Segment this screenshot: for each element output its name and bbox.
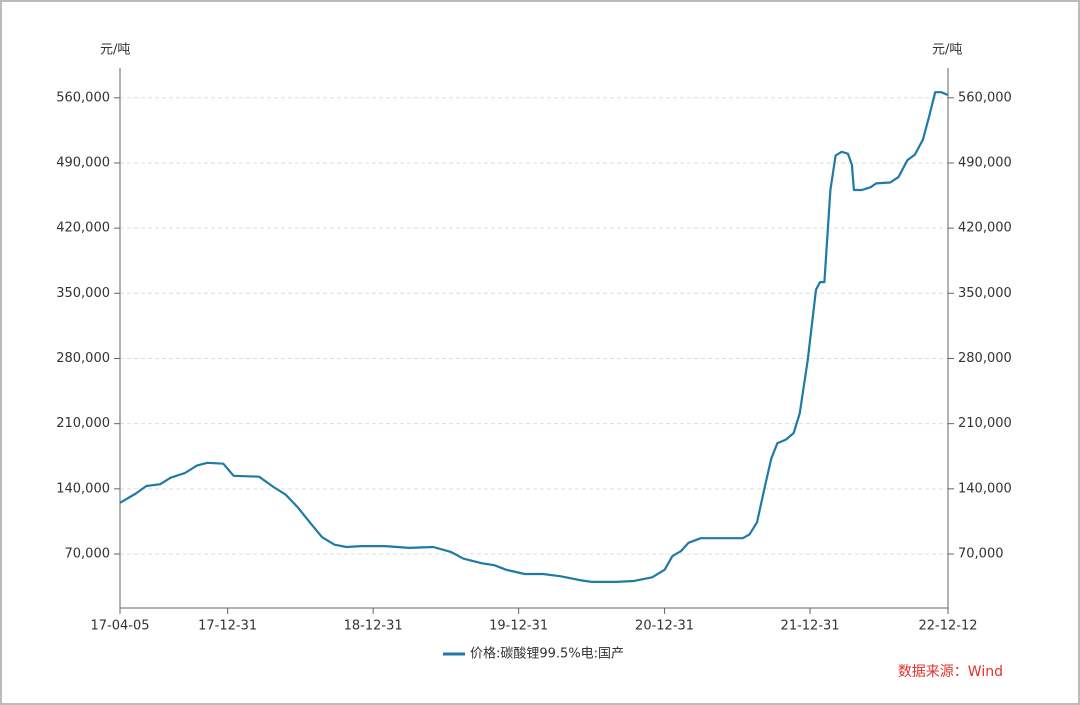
y-axis-label: 元/吨 — [100, 43, 130, 58]
y2-tick-label: 350,000 — [958, 286, 1012, 301]
y-tick-label: 140,000 — [56, 481, 110, 496]
source: 数据来源：Wind — [898, 664, 1003, 680]
y2-tick-label: 420,000 — [958, 221, 1012, 236]
y2-tick-label: 280,000 — [958, 351, 1012, 366]
y-tick-label: 350,000 — [56, 286, 110, 301]
x-tick-label: 18-12-31 — [344, 619, 403, 634]
y2-axis-label: 元/吨 — [932, 43, 962, 58]
y2-tick-label: 560,000 — [958, 90, 1012, 105]
x-tick-label: 21-12-31 — [781, 619, 840, 634]
y-tick-label: 280,000 — [56, 351, 110, 366]
y2-tick-label: 490,000 — [958, 155, 1012, 170]
x-tick-label: 22-12-12 — [918, 619, 977, 634]
y-tick-label: 70,000 — [65, 547, 111, 562]
y2-tick-label: 70,000 — [958, 547, 1004, 562]
x-tick-label: 20-12-31 — [635, 619, 694, 634]
x-tick-label: 17-12-31 — [198, 619, 257, 634]
y2-tick-label: 140,000 — [958, 481, 1012, 496]
x-tick-label: 17-04-05 — [90, 619, 149, 634]
y-tick-label: 420,000 — [56, 221, 110, 236]
legend-label: 价格:碳酸锂99.5%电:国产 — [470, 646, 624, 662]
x-tick-label: 19-12-31 — [489, 619, 548, 634]
data-line — [119, 91, 949, 584]
y-tick-label: 210,000 — [56, 416, 110, 431]
y-tick-label: 490,000 — [56, 155, 110, 170]
y-tick-label: 560,000 — [56, 90, 110, 105]
y2-tick-label: 210,000 — [958, 416, 1012, 431]
